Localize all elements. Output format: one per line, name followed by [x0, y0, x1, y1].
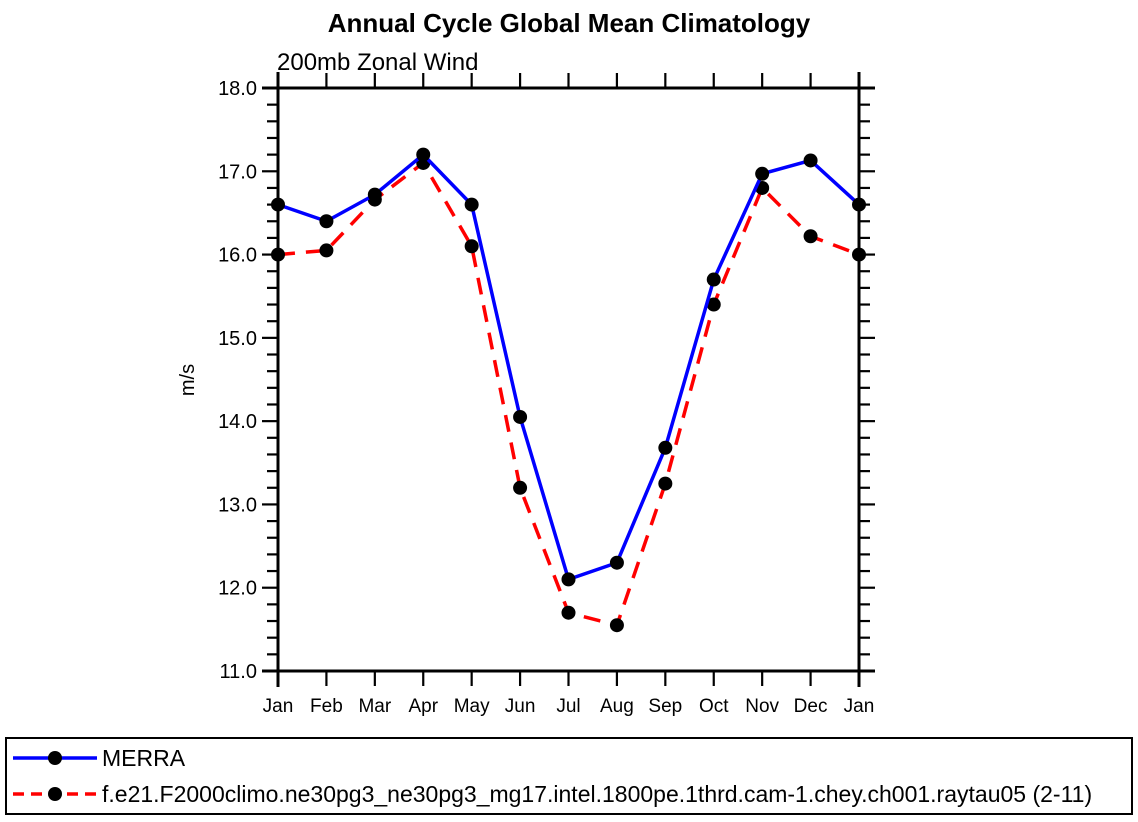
- model-line-sample-icon: [13, 787, 97, 801]
- x-tick-label: Dec: [794, 696, 828, 717]
- legend-item-model: f.e21.F2000climo.ne30pg3_ne30pg3_mg17.in…: [11, 777, 1131, 811]
- series-markers-model: [271, 155, 866, 633]
- y-tick-label: 18.0: [218, 78, 257, 100]
- y-tick-label: 14.0: [218, 411, 257, 433]
- tick-labels: 11.0 12.0 13.0 14.0 15.0 16.0 17.0 18.0 Jan Feb Ma…: [218, 78, 874, 717]
- y-tick-label: 12.0: [218, 578, 257, 600]
- x-tick-label: Feb: [310, 696, 343, 717]
- y-tick-label: 13.0: [218, 494, 257, 516]
- legend-label-merra: MERRA: [102, 744, 186, 771]
- line-chart-plot: 11.0 12.0 13.0 14.0 15.0 16.0 17.0 18.0 Jan Feb Ma…: [218, 72, 875, 717]
- legend-box: MERRA f.e21.F2000climo.ne30pg3_ne30pg3_m…: [5, 737, 1133, 815]
- axis-ticks: [262, 73, 875, 686]
- x-tick-label: Nov: [745, 696, 779, 717]
- chart-title: Annual Cycle Global Mean Climatology: [327, 8, 811, 38]
- legend-label-model: f.e21.F2000climo.ne30pg3_ne30pg3_mg17.in…: [102, 780, 1093, 807]
- series-line-model: [277, 160, 860, 628]
- x-tick-label: May: [454, 696, 490, 717]
- x-tick-label: Jun: [505, 696, 536, 717]
- x-tick-label: Jan: [844, 696, 875, 717]
- x-tick-label: Oct: [699, 696, 729, 717]
- legend-item-merra: MERRA: [11, 741, 1131, 775]
- x-tick-label: Mar: [358, 696, 391, 717]
- chart-subtitle: 200mb Zonal Wind: [277, 49, 479, 76]
- x-tick-label: Jul: [556, 696, 580, 717]
- y-tick-label: 16.0: [218, 245, 257, 267]
- series-line-merra: [277, 152, 861, 582]
- x-tick-label: Apr: [408, 696, 438, 717]
- x-tick-label: Jan: [263, 696, 294, 717]
- series-markers-merra: [271, 147, 866, 587]
- x-tick-label: Aug: [600, 696, 634, 717]
- y-tick-label: 15.0: [218, 328, 257, 350]
- x-tick-label: Sep: [648, 696, 682, 717]
- legend-sample-marker: [48, 751, 62, 765]
- plot-frame: [262, 72, 875, 687]
- legend-sample-marker: [48, 787, 62, 801]
- y-tick-label: 11.0: [220, 661, 257, 683]
- y-tick-label: 17.0: [218, 161, 257, 183]
- merra-line-sample-icon: [13, 751, 97, 765]
